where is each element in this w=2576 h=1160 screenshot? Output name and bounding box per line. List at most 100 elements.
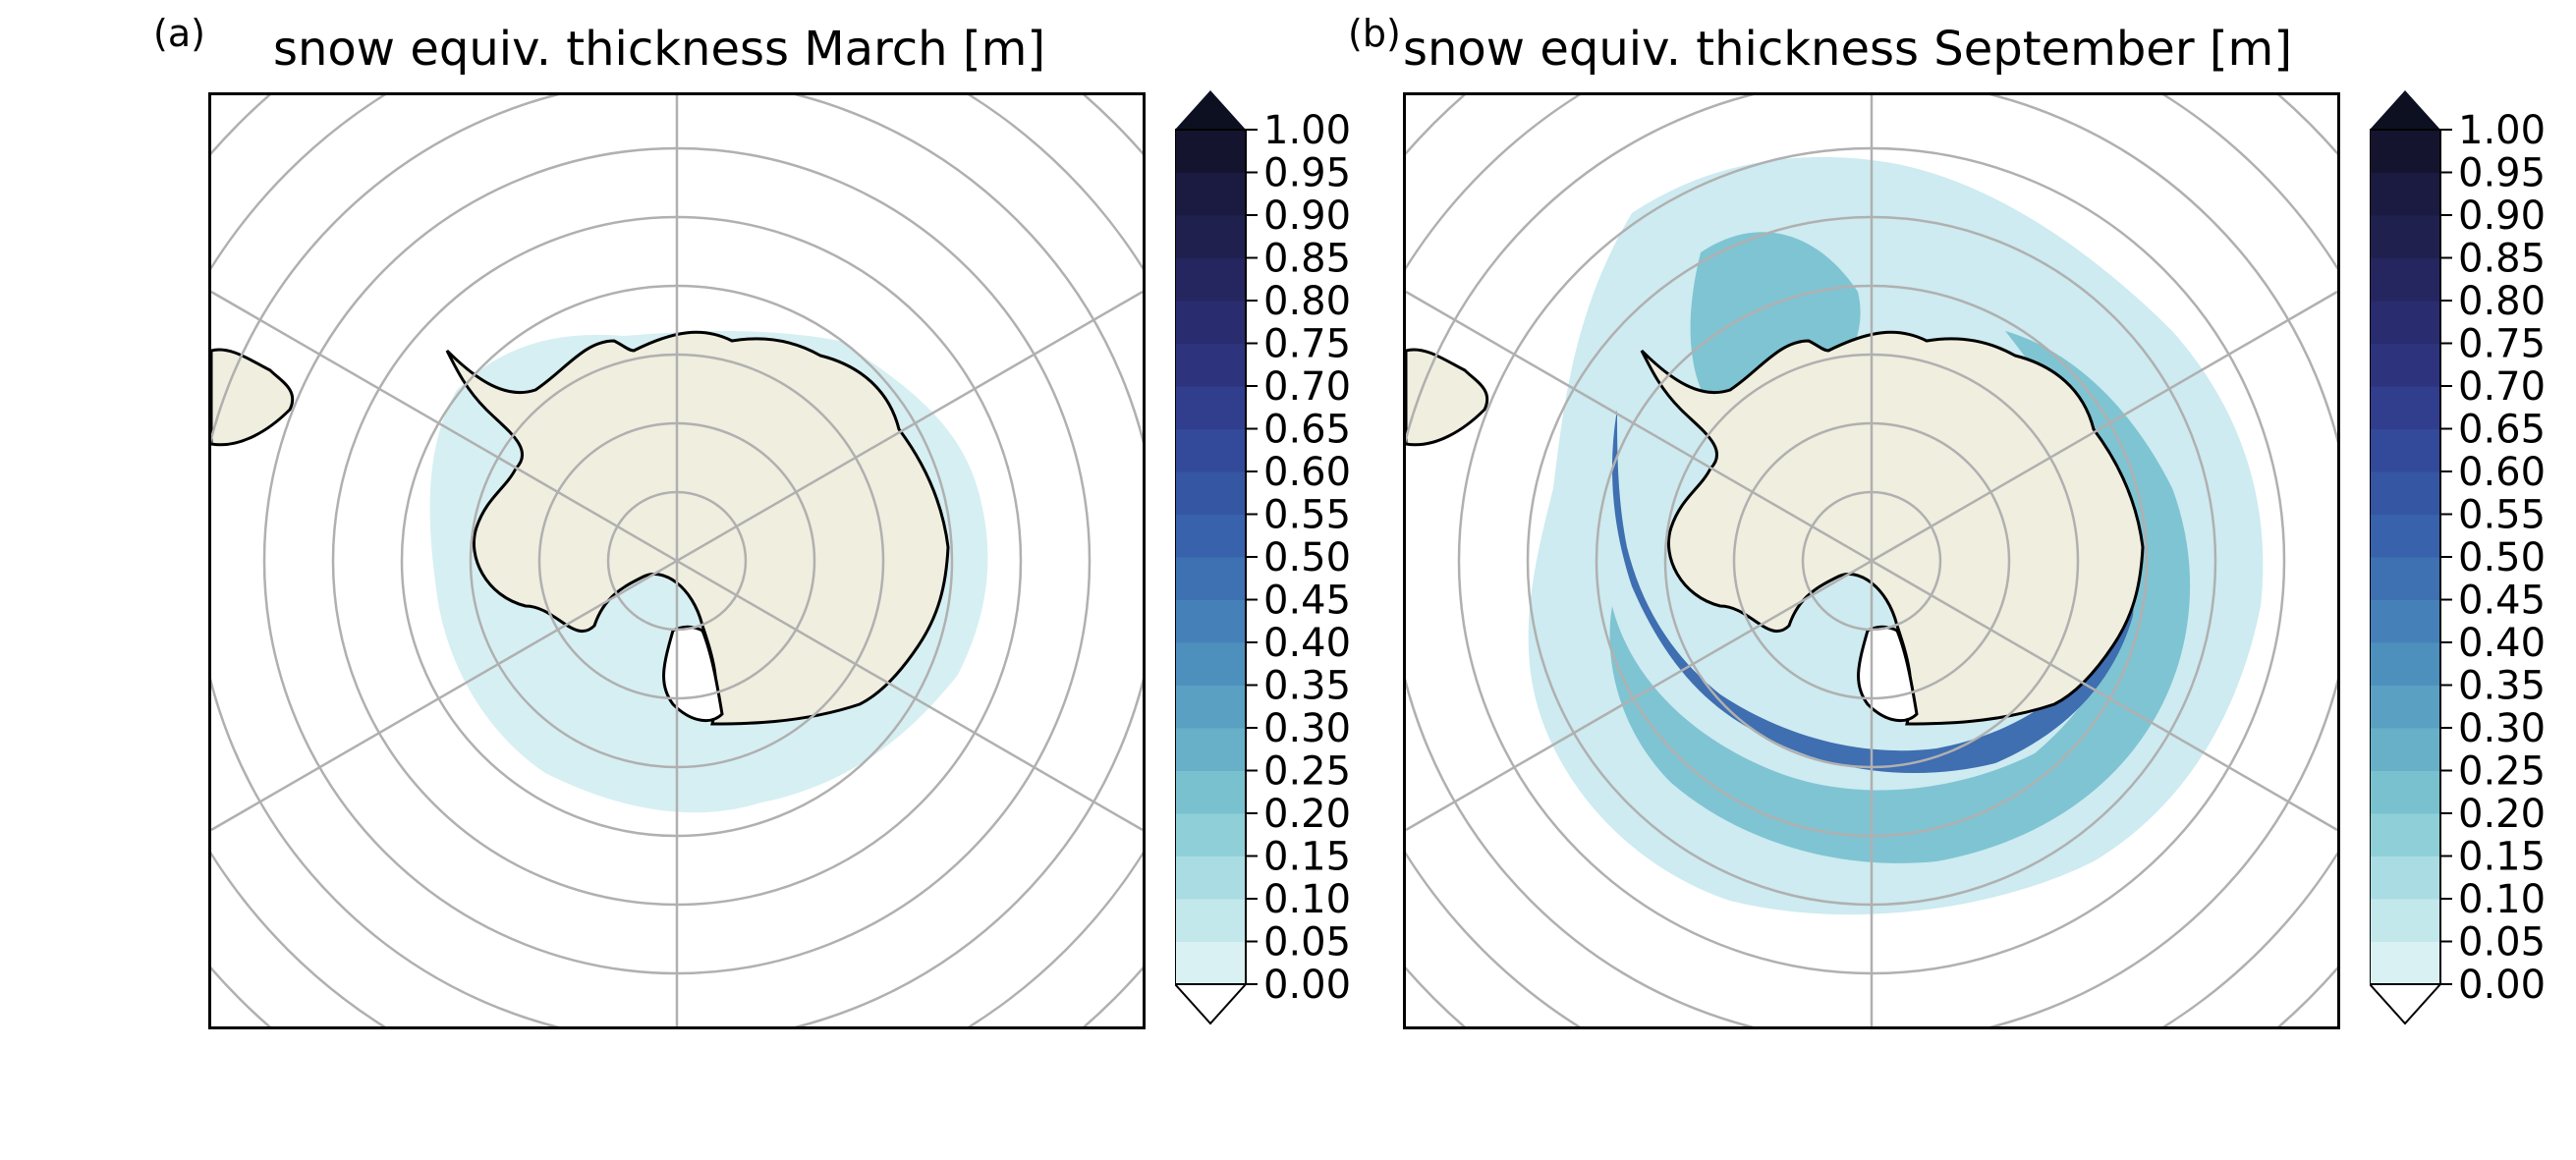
colorbar-b-under-triangle — [2370, 983, 2443, 1025]
colorbar-segment — [2370, 557, 2440, 600]
colorbar-tick-label: 0.90 — [2458, 193, 2546, 239]
colorbar-tick-label: 0.75 — [2458, 322, 2546, 367]
colorbar-tick-label: 0.50 — [1263, 535, 1351, 580]
colorbar-segment — [2370, 257, 2440, 302]
colorbar-segment — [2370, 343, 2440, 387]
colorbar-tick-label: 0.40 — [1263, 621, 1351, 666]
colorbar-tick-label: 0.20 — [1263, 792, 1351, 837]
colorbar-segment — [2370, 386, 2440, 429]
colorbar-segment — [2370, 599, 2440, 643]
colorbar-tick-label: 0.75 — [1263, 322, 1351, 367]
colorbar-segment — [1175, 557, 1246, 600]
colorbar-segment — [2370, 899, 2440, 942]
colorbar-tick-label: 0.30 — [1263, 706, 1351, 751]
colorbar-segment — [2370, 428, 2440, 472]
colorbar-tick-label: 0.90 — [1263, 193, 1351, 239]
colorbar-tick-label: 0.45 — [1263, 579, 1351, 624]
colorbar-tick-label: 0.80 — [1263, 279, 1351, 324]
colorbar-segment — [1175, 215, 1246, 258]
colorbar-segment — [2370, 172, 2440, 216]
ross-embayment-a — [662, 625, 724, 723]
panel-b-title: snow equiv. thickness September [m] — [1403, 22, 2293, 77]
colorbar-tick-label: 0.15 — [1263, 835, 1351, 880]
colorbar-a-segments — [1175, 130, 1246, 985]
colorbar-tick-label: 0.15 — [2458, 835, 2546, 880]
colorbar-segment — [2370, 770, 2440, 814]
colorbar-segment — [1175, 514, 1246, 558]
colorbar-tick-label: 0.55 — [1263, 493, 1351, 538]
colorbar-tick-label: 0.25 — [2458, 749, 2546, 795]
colorbar-tick-label: 0.50 — [2458, 535, 2546, 580]
map-a-svg — [211, 95, 1143, 1026]
colorbar-segment — [1175, 685, 1246, 729]
colorbar-segment — [1175, 386, 1246, 429]
colorbar-segment — [1175, 770, 1246, 814]
colorbar-tick-label: 0.25 — [1263, 749, 1351, 795]
colorbar-tick-label: 0.70 — [2458, 364, 2546, 410]
colorbar-segment — [1175, 471, 1246, 515]
panel-a-title: snow equiv. thickness March [m] — [273, 22, 1046, 77]
colorbar-segment — [1175, 941, 1246, 985]
colorbar-tick-label: 0.05 — [1263, 920, 1351, 966]
colorbar-tick-label: 0.80 — [2458, 279, 2546, 324]
colorbar-tick-label: 0.60 — [1263, 450, 1351, 495]
colorbar-b-segments — [2370, 130, 2440, 985]
ross-embayment-b — [1857, 625, 1919, 723]
colorbar-tick-label: 0.00 — [1263, 963, 1351, 1008]
colorbar-tick-label: 1.00 — [2458, 108, 2546, 153]
colorbar-segment — [1175, 599, 1246, 643]
colorbar-segment — [1175, 343, 1246, 387]
map-panel-b — [1403, 92, 2340, 1029]
colorbar-segment — [2370, 514, 2440, 558]
colorbar-tick-label: 0.40 — [2458, 621, 2546, 666]
colorbar-tick-label: 0.20 — [2458, 792, 2546, 837]
map-panel-a — [208, 92, 1146, 1029]
colorbar-tick-label: 0.85 — [1263, 237, 1351, 282]
colorbar-tick-label: 0.60 — [2458, 450, 2546, 495]
colorbar-segment — [2370, 685, 2440, 729]
panel-b-letter: (b) — [1348, 12, 1401, 55]
graticule-a — [211, 95, 1143, 1026]
colorbar-tick-label: 0.65 — [1263, 408, 1351, 453]
colorbar-b-over-triangle — [2370, 90, 2440, 130]
colorbar-segment — [2370, 813, 2440, 856]
colorbar-tick-label: 0.95 — [2458, 151, 2546, 196]
colorbar-segment — [1175, 301, 1246, 344]
colorbar-tick-label: 0.35 — [1263, 664, 1351, 709]
colorbar-tick-label: 0.85 — [2458, 237, 2546, 282]
colorbar-segment — [1175, 899, 1246, 942]
colorbar-tick-label: 0.00 — [2458, 963, 2546, 1008]
colorbar-a-over-triangle — [1175, 90, 1246, 130]
colorbar-tick-label: 0.65 — [2458, 408, 2546, 453]
colorbar-segment — [2370, 471, 2440, 515]
map-b-svg — [1406, 95, 2337, 1026]
colorbar-segment — [1175, 813, 1246, 856]
colorbar-segment — [2370, 941, 2440, 985]
colorbar-segment — [1175, 642, 1246, 686]
colorbar-b-ticks: 1.000.950.900.850.800.750.700.650.600.55… — [2440, 108, 2546, 1008]
colorbar-tick-label: 0.45 — [2458, 579, 2546, 624]
panel-a-letter: (a) — [153, 12, 205, 55]
colorbar-segment — [2370, 856, 2440, 900]
antarctica-land-b — [1640, 330, 2145, 726]
colorbar-tick-label: 0.10 — [2458, 877, 2546, 922]
colorbar-segment — [1175, 172, 1246, 216]
colorbar-segment — [2370, 728, 2440, 771]
colorbar-segment — [1175, 728, 1246, 771]
colorbar-tick-label: 0.05 — [2458, 920, 2546, 966]
colorbar-tick-label: 1.00 — [1263, 108, 1351, 153]
colorbar-tick-label: 0.10 — [1263, 877, 1351, 922]
colorbar-segment — [1175, 856, 1246, 900]
colorbar-segment — [1175, 428, 1246, 472]
colorbar-tick-label: 0.95 — [1263, 151, 1351, 196]
colorbar-segment — [1175, 257, 1246, 302]
colorbar-b: 1.000.950.900.850.800.750.700.650.600.55… — [2370, 90, 2546, 1025]
colorbar-segment — [2370, 215, 2440, 258]
colorbar-tick-label: 0.30 — [2458, 706, 2546, 751]
colorbar-a: 1.000.950.900.850.800.750.700.650.600.55… — [1175, 90, 1351, 1025]
antarctica-land-a — [445, 330, 950, 726]
colorbar-segment — [2370, 130, 2440, 173]
colorbar-a-ticks: 1.000.950.900.850.800.750.700.650.600.55… — [1246, 108, 1351, 1008]
colorbar-segment — [1175, 130, 1246, 173]
colorbar-tick-label: 0.55 — [2458, 493, 2546, 538]
